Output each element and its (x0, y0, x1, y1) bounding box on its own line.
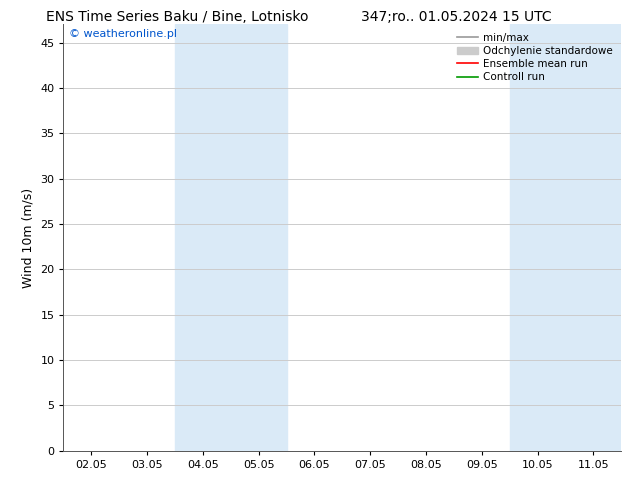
Legend: min/max, Odchylenie standardowe, Ensemble mean run, Controll run: min/max, Odchylenie standardowe, Ensembl… (454, 30, 616, 85)
Y-axis label: Wind 10m (m/s): Wind 10m (m/s) (22, 188, 35, 288)
Text: © weatheronline.pl: © weatheronline.pl (69, 29, 177, 39)
Text: ENS Time Series Baku / Bine, Lotnisko: ENS Time Series Baku / Bine, Lotnisko (46, 10, 309, 24)
Text: 347;ro.. 01.05.2024 15 UTC: 347;ro.. 01.05.2024 15 UTC (361, 10, 552, 24)
Bar (175, 24, 287, 451)
Bar (510, 24, 621, 451)
